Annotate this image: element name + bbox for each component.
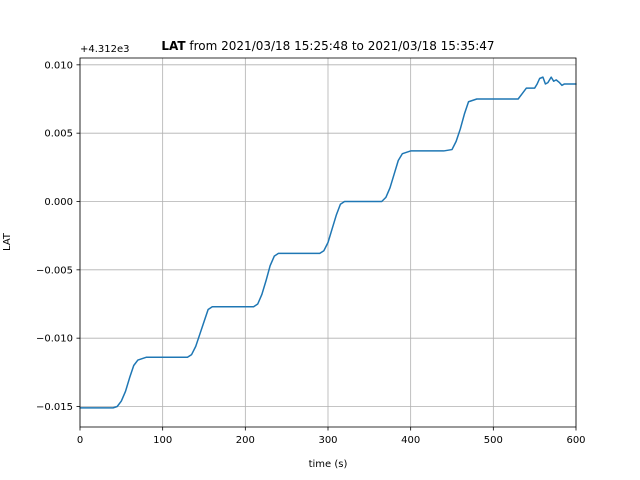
grid [79,58,577,427]
y-tick-label: 0.005 [44,129,73,140]
y-axis-label: LAT [2,232,13,251]
x-tick-label: 500 [484,435,503,446]
y-tick-label: −0.010 [36,334,73,345]
series-line [79,76,577,409]
plot-area [79,76,577,409]
x-tick-label: 400 [401,435,420,446]
chart-title-rest: from 2021/03/18 15:25:48 to 2021/03/18 1… [186,39,495,53]
x-tick-label: 100 [153,435,172,446]
y-tick-label: −0.015 [36,402,73,413]
x-axis-label: time (s) [309,459,348,470]
x-tick-label: 200 [236,435,255,446]
y-tick-label: −0.005 [36,265,73,276]
x-axis: 0 100 200 300 400 500 600 [77,427,586,446]
x-tick-label: 600 [566,435,585,446]
x-tick-label: 0 [77,435,83,446]
y-offset-label: +4.312e3 [80,44,130,55]
y-axis: −0.015 −0.010 −0.005 0.000 0.005 0.010 [36,60,80,413]
chart-title-bold: LAT [161,39,186,53]
y-tick-label: 0.010 [44,60,73,71]
x-tick-label: 300 [318,435,337,446]
chart-title: LAT from 2021/03/18 15:25:48 to 2021/03/… [161,39,494,53]
y-tick-label: 0.000 [44,197,73,208]
